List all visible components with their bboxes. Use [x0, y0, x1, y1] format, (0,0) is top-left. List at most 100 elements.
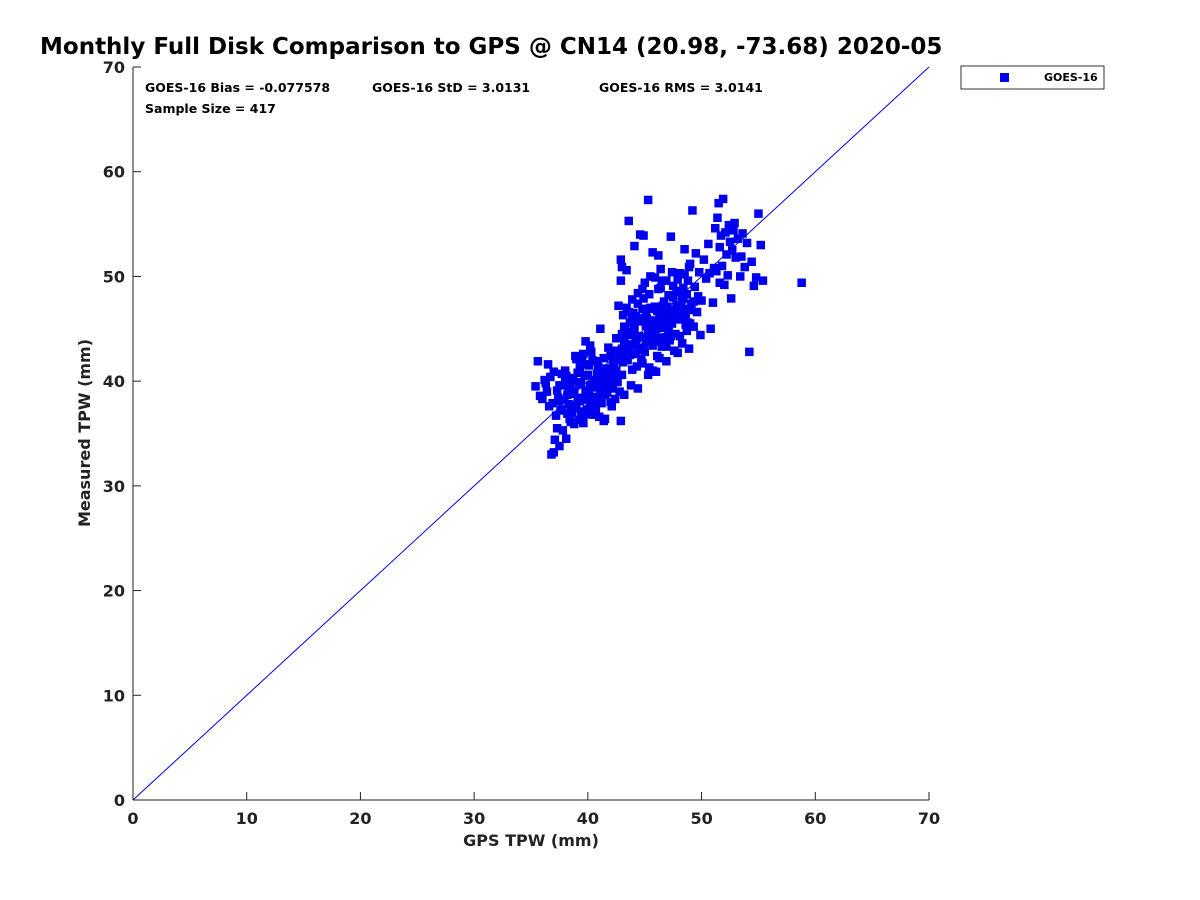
data-point [715, 278, 724, 287]
data-point [653, 337, 662, 346]
data-point [572, 354, 581, 364]
data-point [639, 231, 648, 240]
data-point [638, 304, 647, 314]
x-tick-label: 70 [918, 809, 940, 828]
data-point [591, 375, 601, 385]
data-point [616, 276, 626, 285]
data-point [579, 418, 588, 428]
data-point [563, 390, 572, 399]
data-point [638, 284, 647, 294]
data-point [658, 301, 668, 310]
data-point [549, 448, 558, 457]
data-point [595, 412, 604, 421]
data-point [622, 265, 631, 275]
data-point [639, 294, 648, 303]
data-point [663, 302, 672, 311]
data-point [604, 343, 613, 352]
data-point [538, 394, 547, 404]
data-point [607, 368, 616, 377]
data-point [628, 365, 637, 374]
data-point [643, 195, 653, 205]
data-point [701, 274, 711, 283]
data-points [531, 194, 806, 459]
one-to-one-reference-line [132, 66, 930, 801]
data-point [691, 249, 701, 258]
data-point [568, 376, 578, 386]
data-point [687, 305, 696, 315]
data-point [566, 406, 575, 415]
data-point [635, 343, 645, 352]
data-point [573, 393, 582, 403]
data-point [546, 372, 555, 382]
data-point [608, 384, 618, 393]
data-point [648, 248, 657, 257]
data-point [582, 360, 591, 369]
data-point [638, 359, 647, 368]
data-point [646, 272, 655, 281]
data-point [716, 231, 726, 240]
data-point [573, 368, 582, 377]
x-tick-label: 30 [463, 809, 485, 828]
data-point [615, 349, 624, 359]
data-point [631, 336, 640, 345]
data-point [623, 330, 632, 340]
data-point [642, 314, 652, 323]
legend-box [960, 65, 1105, 90]
data-point [723, 271, 732, 280]
y-tick-label: 40 [103, 372, 125, 391]
data-point [662, 357, 671, 366]
data-point [645, 290, 654, 299]
data-point [570, 386, 579, 395]
x-tick-label: 40 [577, 809, 599, 828]
x-tick-label: 50 [690, 809, 712, 828]
data-point [684, 344, 694, 353]
data-point [606, 351, 615, 361]
data-point [673, 275, 682, 284]
data-point [738, 229, 747, 238]
data-point [675, 269, 685, 278]
data-point [657, 342, 666, 351]
data-point [628, 295, 637, 304]
data-point [543, 360, 553, 369]
data-point [550, 435, 560, 444]
data-point [555, 441, 564, 451]
data-point [705, 269, 714, 278]
y-tick-label: 70 [103, 58, 125, 77]
data-point [552, 386, 562, 395]
rms-stat: GOES-16 RMS = 3.0141 [599, 80, 763, 95]
data-point [678, 339, 687, 348]
data-point [680, 312, 689, 321]
data-point [574, 415, 583, 425]
data-point [718, 194, 728, 204]
data-point [690, 282, 699, 292]
data-point [624, 216, 633, 226]
data-point [531, 382, 540, 391]
data-point [614, 355, 623, 365]
data-point [617, 329, 627, 339]
data-point [601, 364, 611, 373]
legend-marker-square-icon [1000, 73, 1009, 82]
data-point [654, 251, 663, 260]
y-axis-label: Measured TPW (mm) [75, 339, 94, 527]
data-point [680, 270, 689, 279]
data-point [682, 326, 691, 336]
data-point [713, 213, 722, 222]
data-point [633, 384, 643, 393]
data-point [557, 405, 566, 414]
data-point [620, 336, 629, 345]
data-point [633, 288, 643, 298]
y-tick-label: 60 [103, 163, 125, 182]
data-point [679, 283, 688, 293]
data-point [656, 283, 665, 293]
data-point [673, 286, 682, 296]
data-point [562, 371, 571, 381]
data-point [657, 310, 666, 320]
data-point [589, 399, 598, 409]
data-point [655, 353, 664, 363]
data-point [559, 395, 569, 405]
data-point [624, 307, 633, 317]
data-point [747, 257, 756, 266]
data-point [797, 278, 806, 287]
data-point [684, 262, 694, 272]
data-point [554, 396, 563, 406]
